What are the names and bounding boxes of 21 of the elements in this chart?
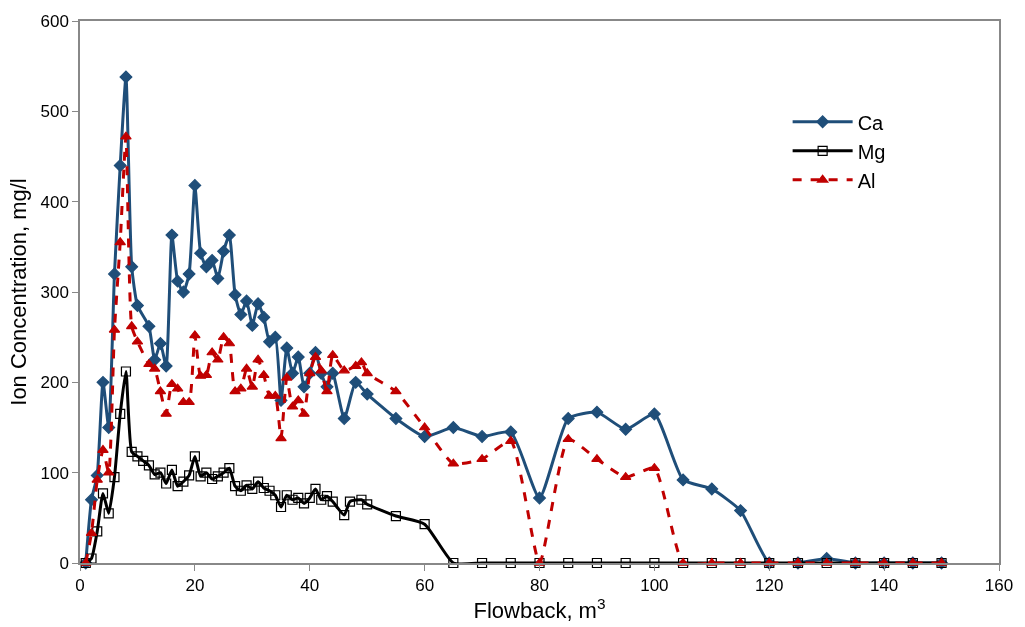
x-tick-label: 60 bbox=[415, 576, 435, 596]
y-tick-label: 0 bbox=[59, 553, 69, 573]
y-tick-label: 400 bbox=[40, 192, 69, 212]
x-tick-label: 120 bbox=[755, 576, 784, 596]
x-tick-label: 80 bbox=[530, 576, 549, 596]
y-tick-label: 300 bbox=[40, 282, 69, 302]
x-tick-label: 0 bbox=[75, 576, 85, 596]
x-tick-label: 160 bbox=[984, 576, 1014, 596]
y-tick-label: 200 bbox=[40, 373, 69, 393]
y-tick-label: 600 bbox=[40, 11, 69, 31]
y-tick-label: 500 bbox=[40, 102, 69, 122]
y-axis-title: Ion Concentration, mg/l bbox=[5, 178, 31, 406]
x-tick-label: 40 bbox=[300, 576, 320, 596]
y-tick-label: 100 bbox=[40, 463, 69, 483]
x-tick-label: 20 bbox=[185, 576, 205, 596]
legend-label: Al bbox=[857, 169, 876, 192]
legend-label: Ca bbox=[857, 111, 885, 134]
x-tick-label: 100 bbox=[640, 576, 669, 596]
legend-label: Mg bbox=[857, 140, 886, 163]
x-axis-title: Flowback, m$^{3}$ bbox=[473, 595, 606, 624]
x-tick-label: 140 bbox=[869, 576, 899, 596]
